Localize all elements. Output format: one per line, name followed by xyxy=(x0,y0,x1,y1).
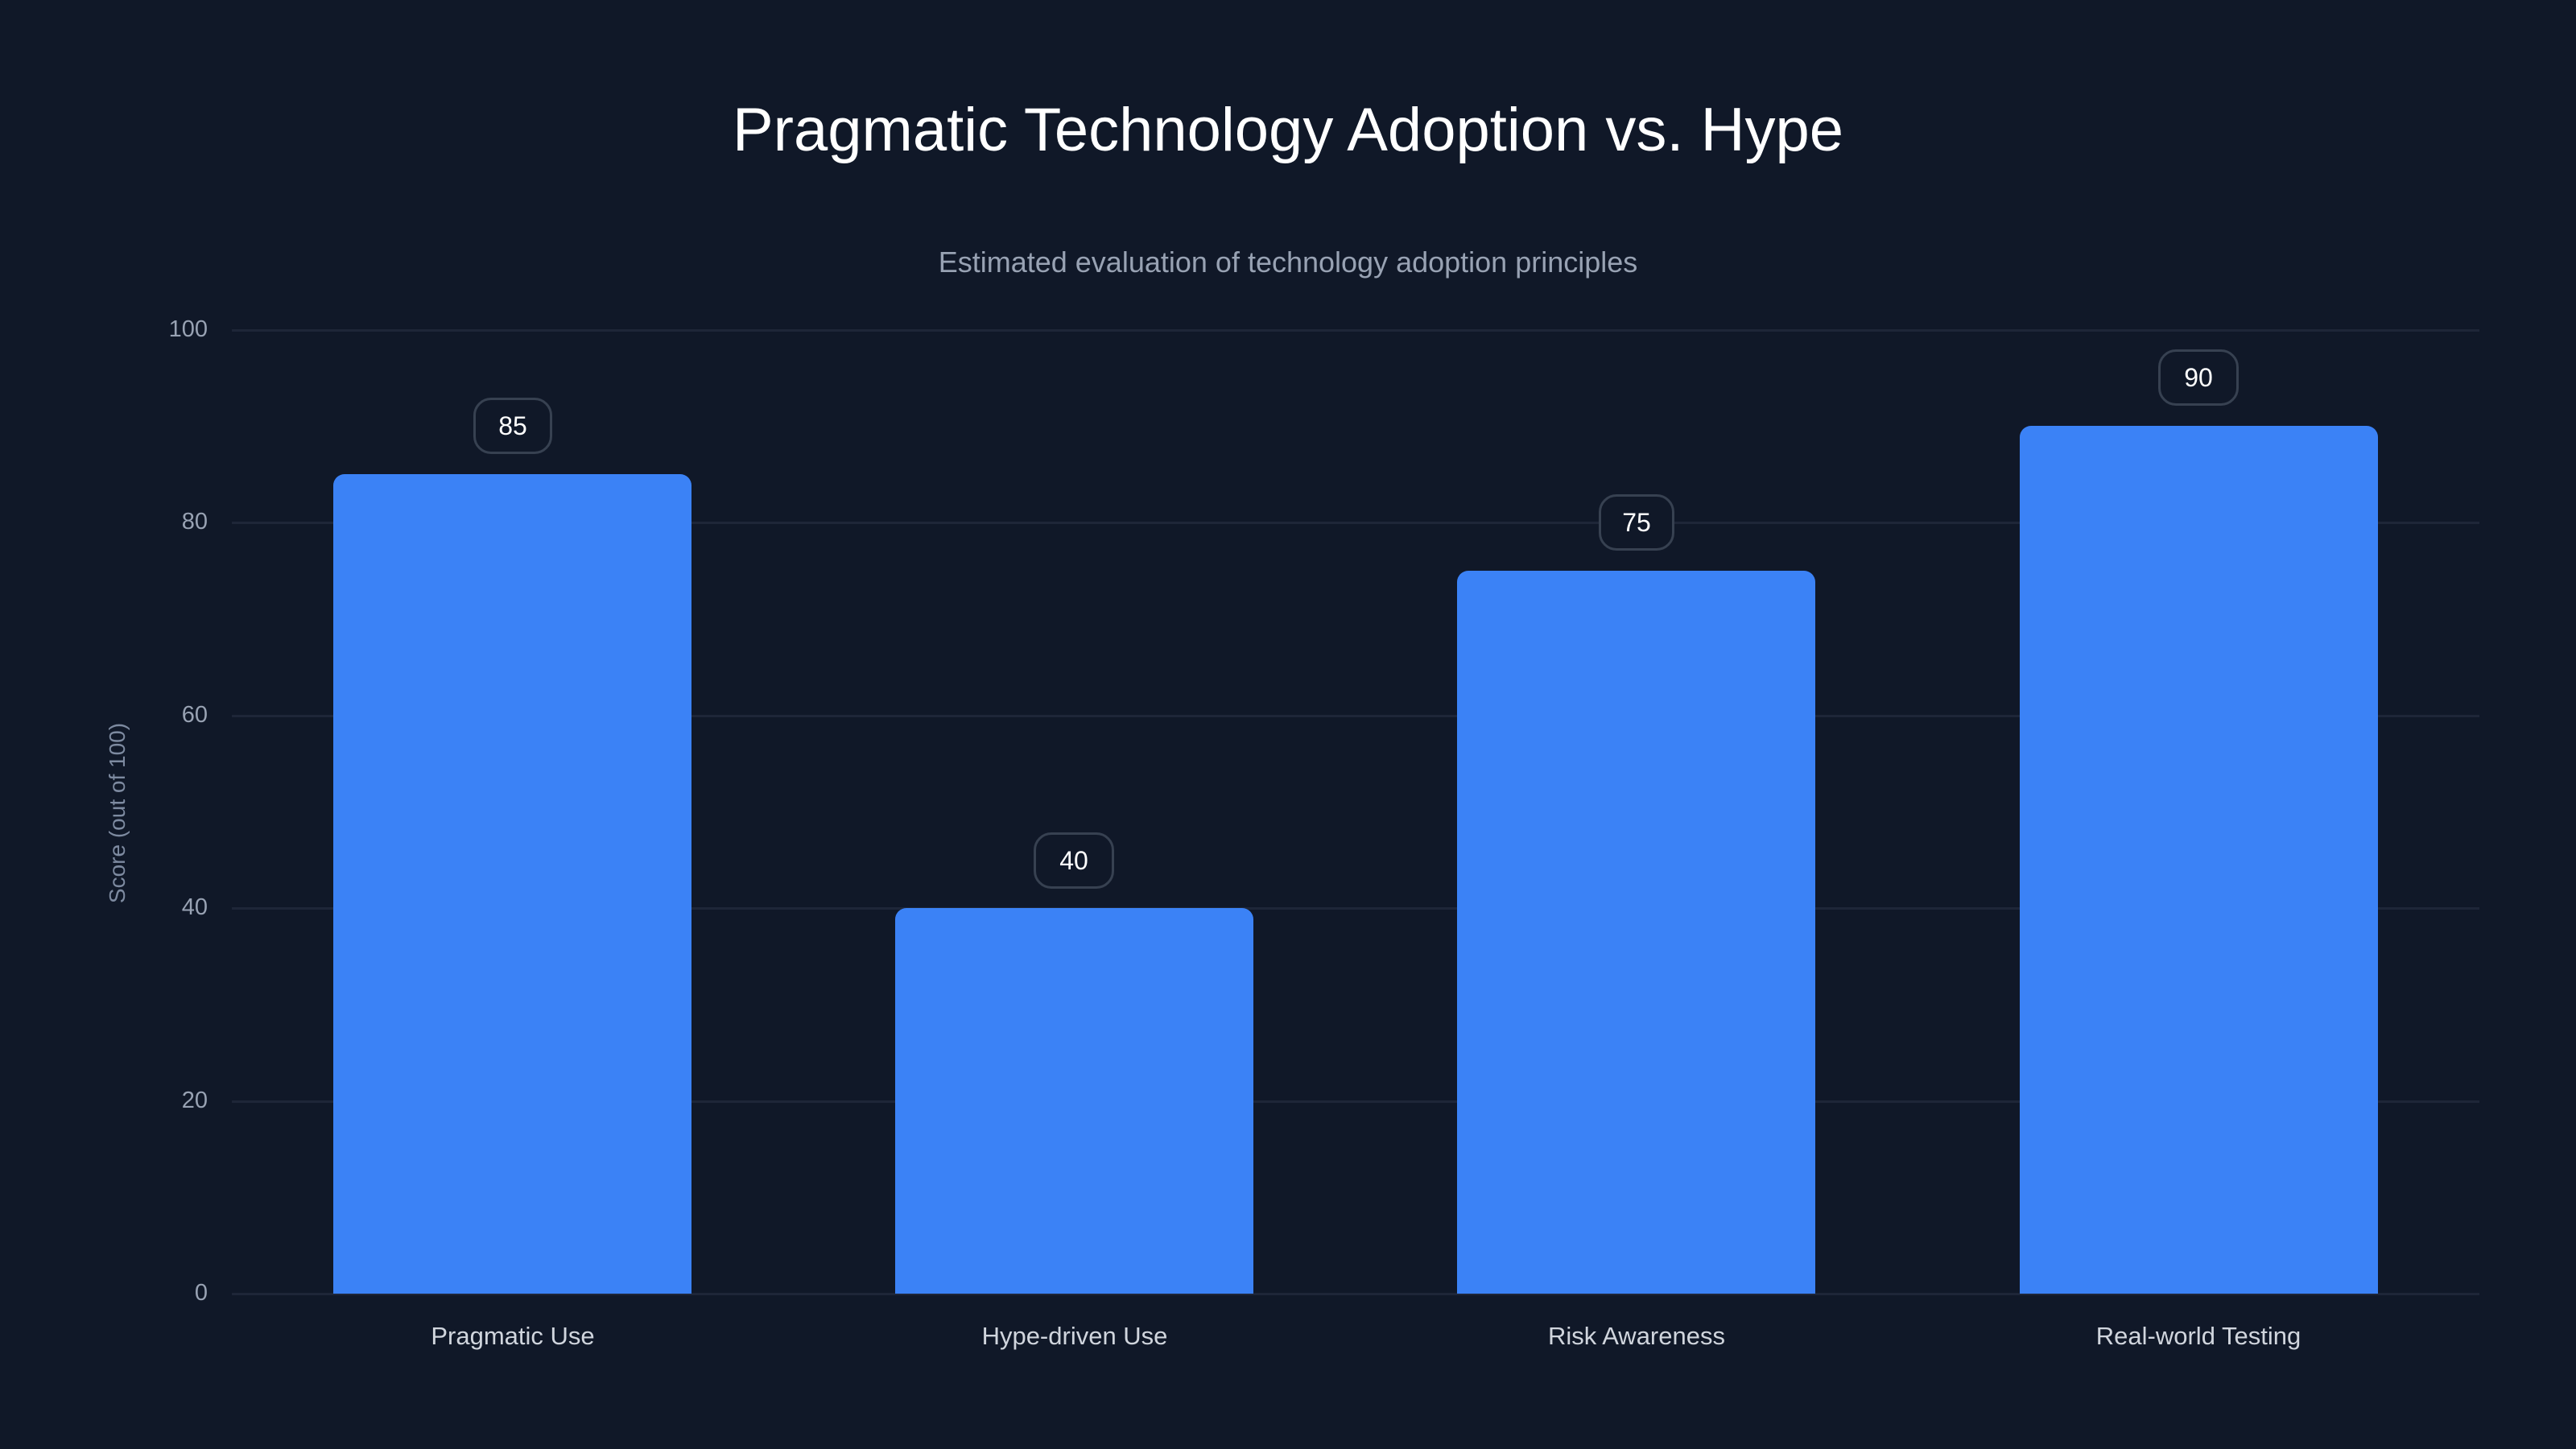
gridline-0 xyxy=(232,1293,2479,1295)
x-label-pragmatic-use: Pragmatic Use xyxy=(431,1322,595,1350)
y-axis-label: Score (out of 100) xyxy=(105,722,130,904)
ytick-80: 80 xyxy=(181,509,208,535)
gridline-20 xyxy=(232,1100,2479,1103)
bar-hype-driven-use xyxy=(895,908,1253,1294)
chart-subtitle: Estimated evaluation of technology adopt… xyxy=(938,246,1638,279)
gridline-100 xyxy=(232,329,2479,332)
gridline-60 xyxy=(232,715,2479,717)
gridline-80 xyxy=(232,522,2479,524)
gridline-40 xyxy=(232,907,2479,910)
data-label-pragmatic-use: 85 xyxy=(473,398,552,454)
chart-title: Pragmatic Technology Adoption vs. Hype xyxy=(732,96,1844,164)
ytick-40: 40 xyxy=(181,894,208,920)
data-label-hype-driven-use: 40 xyxy=(1034,832,1114,889)
x-label-risk-awareness: Risk Awareness xyxy=(1548,1322,1725,1350)
ytick-60: 60 xyxy=(181,702,208,728)
ytick-20: 20 xyxy=(181,1088,208,1113)
bar-pragmatic-use xyxy=(333,474,691,1294)
x-label-real-world-testing: Real-world Testing xyxy=(2095,1322,2301,1350)
ytick-0: 0 xyxy=(194,1280,208,1306)
data-label-real-world-testing: 90 xyxy=(2158,349,2239,406)
x-label-hype-driven-use: Hype-driven Use xyxy=(981,1322,1168,1350)
ytick-100: 100 xyxy=(168,316,208,342)
data-label-risk-awareness: 75 xyxy=(1599,494,1674,551)
bar-risk-awareness xyxy=(1457,571,1815,1294)
bar-real-world-testing xyxy=(2020,426,2378,1294)
